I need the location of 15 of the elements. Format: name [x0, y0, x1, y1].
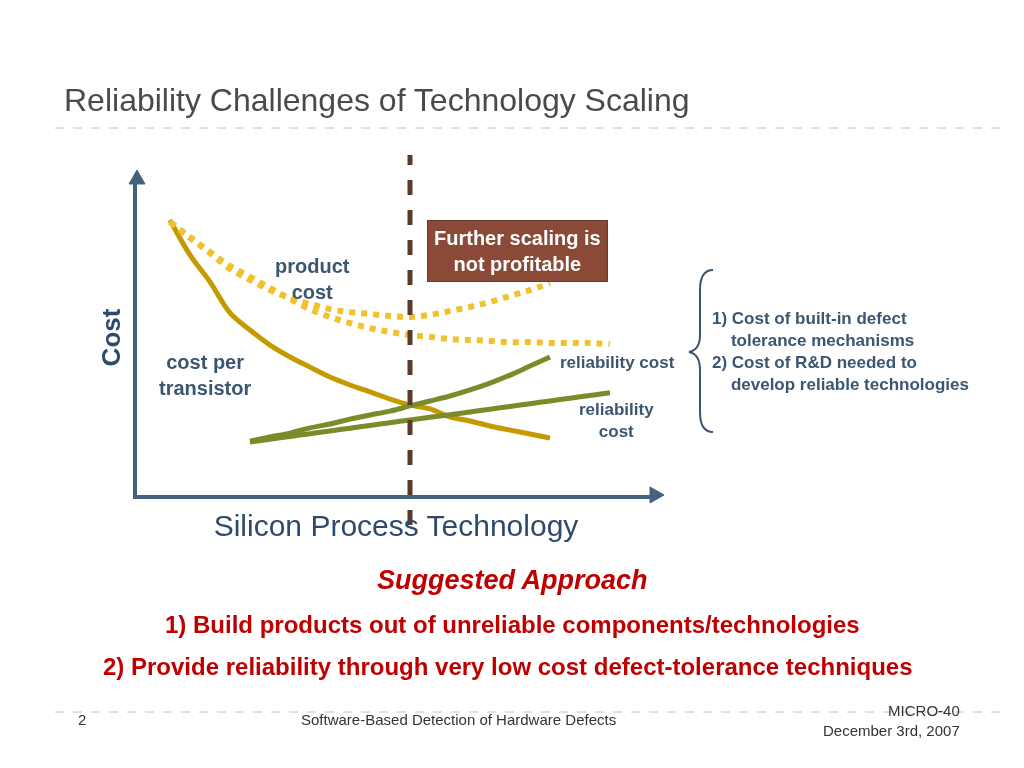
series-label: reliability cost	[579, 400, 655, 442]
x-axis-title: Silicon Process Technology	[213, 509, 579, 542]
text: MICRO-40 December 3rd, 2007	[823, 702, 960, 739]
y-axis-title: Cost	[95, 308, 126, 367]
text: 1) Build products out of unreliable components/technologies	[165, 611, 860, 638]
series-label: product cost	[275, 255, 350, 303]
text: 2) Provide reliability through very low cost defect-tolerance techniques	[103, 653, 913, 680]
text: Software-Based Detection of Hardware Defects	[301, 711, 617, 728]
text: 2	[78, 711, 87, 728]
text: Suggested Approach	[377, 565, 648, 595]
annotation: Further scaling is not profitable	[434, 227, 601, 275]
series-label: cost per transistor	[159, 351, 252, 399]
chart-title: Reliability Challenges of Technology Scaling	[64, 82, 690, 118]
series-label: reliability cost	[560, 353, 675, 372]
text: 1) Cost of built-in defect tolerance mechanisms 2) Cost of R&D needed to develop reliable technologies	[712, 309, 969, 395]
